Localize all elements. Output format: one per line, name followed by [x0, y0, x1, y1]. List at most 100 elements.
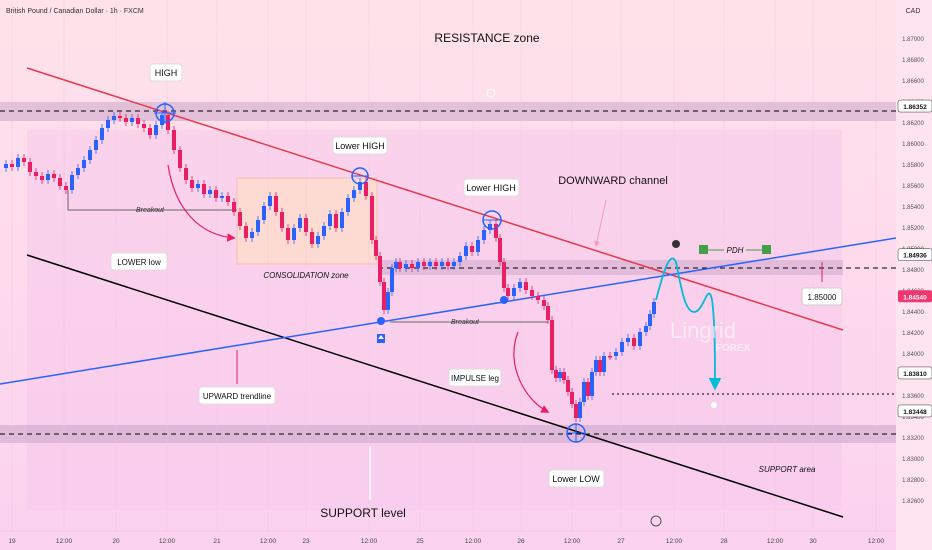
candle-body [536, 296, 540, 300]
candle-body [416, 262, 420, 268]
candle-body [214, 190, 218, 198]
candle-body [76, 168, 80, 175]
breakout-1-label: Breakout [136, 207, 165, 214]
candle-body [304, 218, 308, 232]
x-tick-label: 12:00 [56, 538, 73, 545]
candle-body [58, 178, 62, 186]
upward-trendline-label: UPWARD trendline [203, 392, 272, 401]
lower-low-arrow [167, 164, 236, 242]
candle-body [22, 158, 26, 162]
symbol-title: British Pound / Canadian Dollar · 1h · F… [6, 8, 144, 15]
candle-body [542, 300, 546, 306]
grid [11, 0, 877, 531]
y-tick-label: 1.84000 [902, 352, 924, 358]
candle-body [340, 212, 344, 228]
y-tick-label: 1.85400 [902, 205, 924, 211]
candle-body [40, 176, 44, 180]
price-axis[interactable]: CAD 1.870001.868001.866001.864001.862001… [896, 0, 932, 550]
candle-body [244, 226, 248, 238]
candle-body [614, 352, 618, 356]
pdh-zone-band [378, 260, 843, 275]
candle-body [518, 282, 522, 288]
candle-body [262, 206, 266, 220]
candle-body [274, 196, 278, 212]
candle-body [130, 118, 134, 122]
candle-body [620, 342, 624, 352]
candle-body [446, 262, 450, 266]
candle-body [328, 214, 332, 226]
impulse-leg-label: IMPULSE leg [451, 374, 499, 383]
price-level-badge [897, 366, 932, 380]
candle-body [28, 162, 32, 172]
watermark-line1: Lingrid [670, 318, 736, 343]
candle-body [4, 164, 8, 168]
candle-body [64, 186, 68, 190]
candle-body [220, 196, 224, 198]
high-label: HIGH [155, 68, 178, 78]
candle-body [112, 116, 116, 120]
candle-body [172, 130, 176, 150]
candle-body [638, 332, 642, 346]
candle-body [160, 115, 164, 125]
info-icon [486, 88, 496, 98]
candle-body [208, 190, 212, 194]
candle-body [570, 392, 574, 404]
price-level-badge [897, 404, 932, 418]
candle-body [118, 116, 122, 118]
consolidation-zone-label: CONSOLIDATION zone [263, 271, 349, 280]
candle-body [524, 282, 528, 290]
candle-body [256, 220, 260, 232]
candle-body [550, 320, 554, 370]
annotation-labels: RESISTANCE zone HIGH Lower HIGH Lower HI… [110, 31, 843, 520]
candle-body [178, 150, 182, 168]
candle-body [166, 115, 170, 130]
downward-channel-line [26, 67, 844, 331]
candle-body [440, 262, 444, 266]
candle-body [506, 288, 510, 296]
candle-body [142, 124, 146, 128]
y-tick-label: 1.86800 [902, 58, 924, 64]
candle-body [494, 224, 498, 238]
candle-body [470, 246, 474, 252]
candle-body [136, 118, 140, 124]
horizontal-levels [0, 110, 896, 435]
x-tick-label: 12:00 [159, 538, 176, 545]
time-axis[interactable]: 19 12:00 20 12:00 21 12:00 23 12:00 25 12:00 26 12:… [0, 530, 896, 545]
lower-high-2-label: Lower HIGH [466, 183, 516, 193]
candle-body [346, 198, 350, 212]
candle-body [292, 228, 296, 240]
support-area-label: SUPPORT area [759, 465, 816, 474]
candle-body [378, 256, 382, 282]
candle-body [370, 196, 374, 240]
price-level-label: 1.86352 [903, 104, 927, 111]
candle-body [16, 158, 20, 167]
candle-body [644, 326, 648, 332]
candle-body [374, 240, 378, 256]
trendline-touch-1 [377, 317, 385, 325]
candle-body [464, 246, 468, 256]
lightning-icon [650, 515, 662, 527]
x-tick-label: 20 [112, 538, 120, 545]
y-tick-label: 1.83400 [902, 415, 924, 421]
check-icon-right [762, 245, 771, 254]
x-tick-label: 21 [213, 538, 221, 545]
candle-body [626, 338, 630, 342]
resistance-zone-band [0, 102, 896, 121]
y-tick-label: 1.87000 [902, 37, 924, 43]
candle-body [280, 212, 284, 228]
x-tick-label: 30 [809, 538, 817, 545]
candle-body [232, 202, 236, 212]
target-label: 1.85000 [808, 293, 837, 302]
candle-body [316, 236, 320, 244]
candle-body [238, 212, 242, 226]
candle-body [586, 382, 590, 396]
candle-body [498, 238, 502, 262]
candle-body [512, 288, 516, 296]
y-tick-label: 1.86600 [902, 79, 924, 85]
price-level-label: 1.84936 [903, 253, 927, 260]
star-icon [711, 402, 717, 408]
upward-trendline [0, 237, 897, 385]
downward-channel-pointer [594, 199, 607, 248]
y-tick-label: 1.86000 [902, 142, 924, 148]
